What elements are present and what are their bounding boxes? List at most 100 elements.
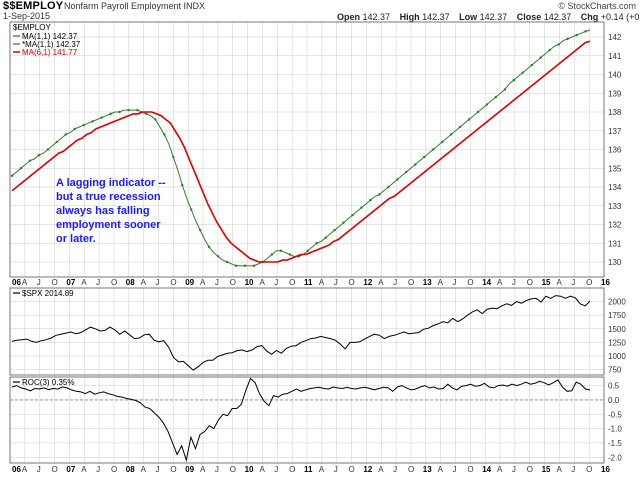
chart-date: 1-Sep-2015: [3, 11, 51, 21]
x-tick-label: A: [497, 278, 503, 287]
y-tick-label: 138: [608, 108, 622, 117]
price-point: [109, 112, 112, 116]
x-tick-label: A: [200, 278, 206, 287]
y-tick-label: -0.5: [608, 410, 622, 419]
x-tick-label: J: [215, 465, 219, 474]
x-tick-label: J: [453, 465, 457, 474]
price-point: [37, 153, 41, 157]
price-point: [46, 148, 50, 151]
x-tick-label: A: [22, 278, 28, 287]
price-point: [181, 183, 184, 187]
x-tick-label: J: [571, 278, 575, 287]
price-point: [360, 206, 363, 209]
grid-lines: [9, 22, 605, 463]
price-point: [575, 33, 578, 37]
price-point: [423, 155, 426, 159]
price-point: [190, 208, 193, 211]
legend-roc: ROC(3) 0.35%: [22, 378, 74, 387]
x-tick-label: A: [319, 465, 325, 474]
x-tick-label: O: [52, 278, 58, 287]
annotation-line-1: A lagging indicator --: [56, 177, 166, 189]
price-point: [503, 88, 507, 91]
annotation-line-3: always has falling: [56, 205, 150, 217]
price-point: [127, 108, 130, 112]
series-layer: [10, 29, 591, 463]
price-point: [405, 170, 408, 174]
x-tick-label: J: [215, 278, 219, 287]
price-point: [19, 167, 23, 170]
price-point: [55, 140, 59, 144]
price-point: [145, 112, 148, 116]
spx-panel-frame: [9, 287, 605, 376]
price-point: [476, 110, 480, 114]
y-tick-label: 750: [608, 366, 622, 375]
price-point: [351, 213, 354, 217]
x-tick-label: 08: [126, 465, 135, 474]
price-point: [431, 148, 435, 151]
y-tick-label: 139: [608, 89, 622, 98]
x-tick-label: 14: [482, 278, 491, 287]
price-point: [378, 193, 381, 196]
quote-high-value: 142.37: [422, 12, 450, 22]
legend-employ: $EMPLOY: [13, 23, 51, 32]
x-tick-label: J: [512, 465, 516, 474]
x-tick-label: J: [512, 278, 516, 287]
x-tick-label: J: [274, 278, 278, 287]
price-point: [566, 37, 569, 41]
price-point: [324, 236, 327, 239]
price-point: [315, 242, 318, 245]
x-tick-label: O: [230, 465, 236, 474]
x-tick-label: J: [393, 278, 397, 287]
series-line-0-1: [11, 40, 591, 263]
quote-close-label: Close: [516, 12, 542, 22]
x-tick-label: J: [393, 465, 397, 474]
x-tick-label: O: [408, 278, 414, 287]
x-tick-label: J: [156, 278, 160, 287]
x-tick-label: O: [349, 278, 355, 287]
y-tick-label: -1.5: [608, 439, 622, 448]
y-tick-label: 133: [608, 202, 622, 211]
x-tick-label: J: [96, 278, 100, 287]
x-tick-label: 06: [12, 465, 21, 474]
x-tick-label: A: [497, 465, 503, 474]
price-point: [243, 264, 247, 267]
price-point: [73, 127, 76, 131]
x-tick-label: O: [230, 278, 236, 287]
y-tick-label: 136: [608, 146, 622, 155]
x-tick-label: A: [438, 465, 444, 474]
x-tick-label: O: [111, 278, 117, 287]
x-tick-label: A: [81, 465, 87, 474]
price-point: [387, 185, 390, 189]
x-tick-label: A: [22, 465, 28, 474]
x-tick-label: J: [37, 465, 41, 474]
price-point: [530, 63, 533, 67]
price-point: [512, 78, 516, 82]
price-point: [82, 123, 85, 127]
x-tick-label: J: [334, 278, 338, 287]
x-tick-label: A: [81, 278, 87, 287]
x-tick-label: 13: [423, 278, 432, 287]
x-tick-label: 07: [66, 278, 75, 287]
x-tick-label: O: [467, 465, 473, 474]
price-point: [136, 108, 139, 112]
annotation-line-5: or later.: [56, 233, 96, 245]
x-tick-label: J: [453, 278, 457, 287]
roc-panel-frame: [9, 376, 605, 464]
y-tick-label: 130: [608, 258, 622, 267]
x-tick-label: O: [170, 465, 176, 474]
x-tick-label: 15: [542, 465, 551, 474]
price-point: [10, 174, 14, 177]
annotation-line-2: but a true recession: [56, 191, 161, 203]
x-tick-label: O: [586, 278, 592, 287]
x-tick-label: 12: [363, 278, 372, 287]
symbol-title: $$EMPLOY: [3, 0, 64, 12]
price-point: [118, 110, 121, 114]
x-tick-label: A: [141, 278, 147, 287]
x-tick-label: O: [586, 465, 592, 474]
x-tick-label: A: [319, 278, 325, 287]
legend-ma1: MA(1,1) 142.37: [22, 32, 78, 41]
x-tick-label: O: [111, 465, 117, 474]
spx-legend: $SPX 2014.89: [13, 289, 74, 298]
x-tick-label: 12: [363, 465, 372, 474]
price-point: [485, 103, 489, 106]
